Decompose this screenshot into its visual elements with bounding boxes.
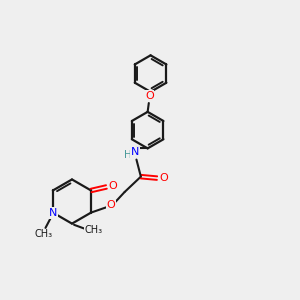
Text: O: O	[106, 200, 115, 210]
Text: CH₃: CH₃	[35, 230, 53, 239]
Text: H: H	[124, 150, 131, 161]
Text: N: N	[49, 208, 57, 218]
Text: N: N	[131, 147, 140, 157]
Text: O: O	[145, 91, 154, 101]
Text: CH₃: CH₃	[84, 225, 103, 236]
Text: O: O	[159, 172, 168, 182]
Text: O: O	[109, 181, 117, 191]
